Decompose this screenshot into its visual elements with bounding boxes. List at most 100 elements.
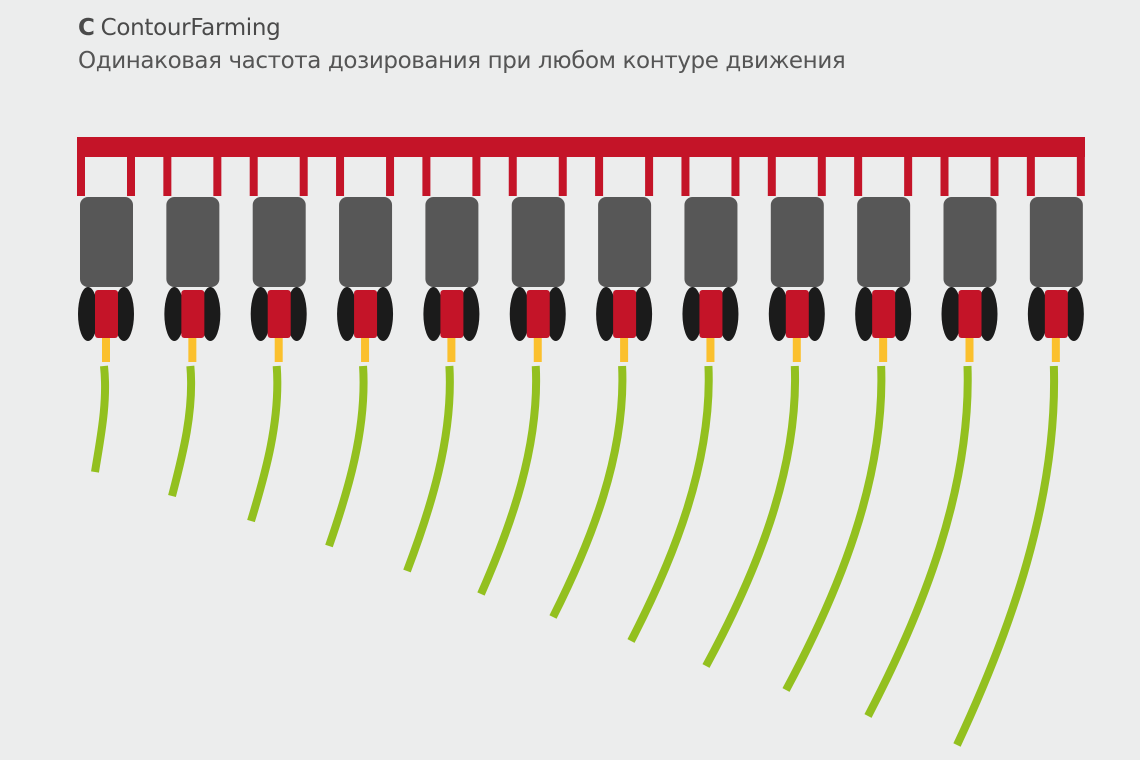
seed-tube bbox=[879, 338, 888, 362]
title-text: ContourFarming bbox=[100, 15, 281, 41]
seed-hopper bbox=[770, 197, 824, 287]
gauge-wheel-right bbox=[200, 287, 221, 341]
seed-tube bbox=[188, 338, 197, 362]
seed-hopper bbox=[1029, 197, 1083, 287]
seed-meter bbox=[872, 290, 896, 338]
seed-hopper bbox=[684, 197, 738, 287]
gauge-wheel-left bbox=[509, 287, 530, 341]
gauge-wheel-right bbox=[286, 287, 307, 341]
seed-hopper bbox=[339, 197, 393, 287]
frame-leg bbox=[213, 150, 222, 196]
frame-leg bbox=[595, 150, 604, 196]
seed-tube bbox=[274, 338, 283, 362]
seed-tube bbox=[447, 338, 456, 362]
frame-leg bbox=[817, 150, 826, 196]
frame-leg bbox=[854, 150, 863, 196]
frame-leg bbox=[1076, 150, 1085, 196]
seed-meter bbox=[526, 290, 550, 338]
frame-leg bbox=[508, 150, 517, 196]
gauge-wheel-right bbox=[632, 287, 653, 341]
seed-meter bbox=[699, 290, 723, 338]
seed-tube bbox=[792, 338, 801, 362]
gauge-wheel-right bbox=[804, 287, 825, 341]
seed-hopper bbox=[943, 197, 997, 287]
frame-leg bbox=[299, 150, 308, 196]
seed-row-path bbox=[953, 365, 1059, 747]
seed-tube bbox=[533, 338, 542, 362]
gauge-wheel-right bbox=[977, 287, 998, 341]
frame-leg bbox=[558, 150, 567, 196]
gauge-wheel-left bbox=[250, 287, 271, 341]
seed-row-path bbox=[325, 365, 368, 548]
seed-meter bbox=[1044, 290, 1068, 338]
seed-row-path bbox=[702, 365, 800, 668]
seed-hopper bbox=[511, 197, 565, 287]
seed-row-path bbox=[864, 365, 972, 718]
seed-tube bbox=[1051, 338, 1060, 362]
gauge-wheel-left bbox=[596, 287, 617, 341]
seed-tube bbox=[102, 338, 110, 362]
gauge-wheel-left bbox=[164, 287, 185, 341]
frame-leg bbox=[767, 150, 776, 196]
gauge-wheel-right bbox=[373, 287, 394, 341]
seed-row-path bbox=[403, 365, 454, 573]
seed-hopper bbox=[252, 197, 306, 287]
section-title: C ContourFarming bbox=[78, 15, 281, 41]
seed-meter bbox=[613, 290, 637, 338]
gauge-wheel-left bbox=[855, 287, 876, 341]
seed-tube bbox=[620, 338, 629, 362]
seed-meter bbox=[440, 290, 464, 338]
seed-row-path bbox=[91, 365, 110, 473]
frame-leg bbox=[940, 150, 949, 196]
frame-leg bbox=[1026, 150, 1035, 196]
seed-hopper bbox=[425, 197, 479, 287]
gauge-wheel-left bbox=[682, 287, 703, 341]
section-letter: C bbox=[78, 15, 95, 41]
frame-leg bbox=[681, 150, 690, 196]
seed-meter bbox=[785, 290, 809, 338]
gauge-wheel-left bbox=[941, 287, 962, 341]
seed-hopper bbox=[598, 197, 652, 287]
gauge-wheel-right bbox=[459, 287, 480, 341]
frame-leg bbox=[990, 150, 999, 196]
gauge-wheel-right bbox=[718, 287, 739, 341]
seed-meter bbox=[354, 290, 378, 338]
seed-hopper bbox=[166, 197, 220, 287]
gauge-wheel-left bbox=[1027, 287, 1048, 341]
seed-row-path bbox=[168, 365, 196, 498]
frame-leg bbox=[645, 150, 654, 196]
gauge-wheel-left bbox=[337, 287, 358, 341]
seed-row-path bbox=[627, 365, 713, 643]
seed-meter bbox=[181, 290, 205, 338]
seed-meter bbox=[958, 290, 982, 338]
gauge-wheel-right bbox=[114, 287, 134, 341]
seed-row-path bbox=[782, 365, 886, 692]
gauge-wheel-right bbox=[891, 287, 912, 341]
gauge-wheel-right bbox=[1063, 287, 1084, 341]
frame-leg bbox=[472, 150, 481, 196]
seed-row-path bbox=[549, 365, 627, 619]
seed-meter bbox=[267, 290, 291, 338]
frame-leg bbox=[386, 150, 395, 196]
gauge-wheel-left bbox=[768, 287, 789, 341]
gauge-wheel-right bbox=[545, 287, 566, 341]
frame-leg bbox=[422, 150, 431, 196]
seed-tube bbox=[965, 338, 974, 362]
frame-leg bbox=[163, 150, 172, 196]
frame-leg bbox=[904, 150, 913, 196]
frame-leg bbox=[127, 150, 135, 196]
frame-leg bbox=[731, 150, 740, 196]
frame-leg bbox=[77, 150, 85, 196]
seed-hopper bbox=[80, 197, 133, 287]
seed-tube bbox=[361, 338, 370, 362]
seed-tube bbox=[706, 338, 715, 362]
seed-meter bbox=[95, 290, 118, 338]
subtitle: Одинаковая частота дозирования при любом… bbox=[78, 48, 846, 74]
seed-row-path bbox=[477, 365, 541, 596]
seed-hopper bbox=[857, 197, 911, 287]
frame-leg bbox=[336, 150, 345, 196]
frame-leg bbox=[249, 150, 258, 196]
gauge-wheel-left bbox=[423, 287, 444, 341]
gauge-wheel-left bbox=[78, 287, 98, 341]
